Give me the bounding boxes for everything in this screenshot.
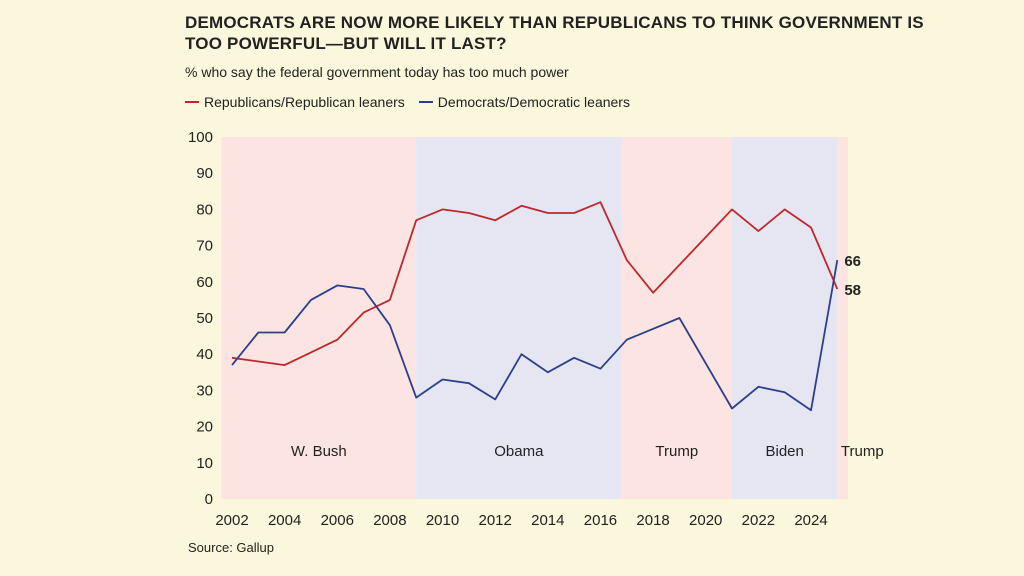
x-tick-label-2004: 2004 <box>268 512 301 529</box>
end-label-democrat: 66 <box>844 253 861 270</box>
legend-swatch-democrats <box>418 101 433 103</box>
y-tick-label-20: 20 <box>196 419 213 436</box>
legend-label-republicans: Republicans/Republican leaners <box>204 94 405 110</box>
x-tick-label-2024: 2024 <box>794 512 827 529</box>
y-tick-label-100: 100 <box>188 129 213 146</box>
chart-title: DEMOCRATS ARE NOW MORE LIKELY THAN REPUB… <box>185 13 924 53</box>
y-tick-label-30: 30 <box>196 382 213 399</box>
y-tick-label-90: 90 <box>196 165 213 182</box>
x-tick-label-2008: 2008 <box>373 512 406 529</box>
chart-source: Source: Gallup <box>188 540 274 555</box>
legend-label-democrats: Democrats/Democratic leaners <box>437 94 630 110</box>
x-tick-label-2012: 2012 <box>478 512 511 529</box>
x-tick-label-2006: 2006 <box>321 512 354 529</box>
x-tick-label-2014: 2014 <box>531 512 564 529</box>
presidency-label-3: Biden <box>765 443 803 460</box>
presidency-band-3 <box>732 137 838 499</box>
presidency-band-1 <box>416 137 622 499</box>
presidency-label-2: Trump <box>655 443 698 460</box>
presidency-label-0: W. Bush <box>291 443 347 460</box>
presidency-shading <box>221 137 848 499</box>
legend-item-democrats: Democrats/Democratic leaners <box>418 94 630 110</box>
x-axis-ticks: 2002 2004 2006 2008 2010 2012 2014 2016 2018 2020… <box>215 512 827 529</box>
x-tick-label-2020: 2020 <box>689 512 722 529</box>
y-tick-label-0: 0 <box>205 491 213 508</box>
presidency-labels: W. Bush Obama Trump Biden Trump <box>291 443 884 460</box>
end-value-labels: 58 66 <box>844 253 861 299</box>
chart-legend: Republicans/Republican leaners Democrats… <box>185 94 638 110</box>
x-tick-label-2010: 2010 <box>426 512 459 529</box>
presidency-label-4: Trump <box>841 443 884 460</box>
y-tick-label-80: 80 <box>196 201 213 218</box>
y-tick-label-10: 10 <box>196 455 213 472</box>
y-tick-label-60: 60 <box>196 274 213 291</box>
series-line-democrat <box>231 259 839 412</box>
series-lines <box>231 201 839 412</box>
chart-subtitle: % who say the federal government today h… <box>185 64 569 80</box>
end-label-republican: 58 <box>844 282 861 299</box>
legend-item-republicans: Republicans/Republican leaners <box>185 94 405 110</box>
x-tick-label-2018: 2018 <box>636 512 669 529</box>
x-tick-label-2002: 2002 <box>215 512 248 529</box>
y-axis-ticks: 0 10 20 30 40 50 60 70 80 90 100 <box>188 129 213 508</box>
y-tick-label-70: 70 <box>196 238 213 255</box>
y-tick-label-50: 50 <box>196 310 213 327</box>
presidency-band-4 <box>837 137 848 499</box>
x-tick-label-2016: 2016 <box>584 512 617 529</box>
presidency-label-1: Obama <box>494 443 544 460</box>
y-tick-label-40: 40 <box>196 346 213 363</box>
presidency-band-2 <box>621 137 733 499</box>
x-tick-label-2022: 2022 <box>742 512 775 529</box>
series-line-republican <box>231 201 839 366</box>
legend-swatch-republicans <box>185 101 199 103</box>
